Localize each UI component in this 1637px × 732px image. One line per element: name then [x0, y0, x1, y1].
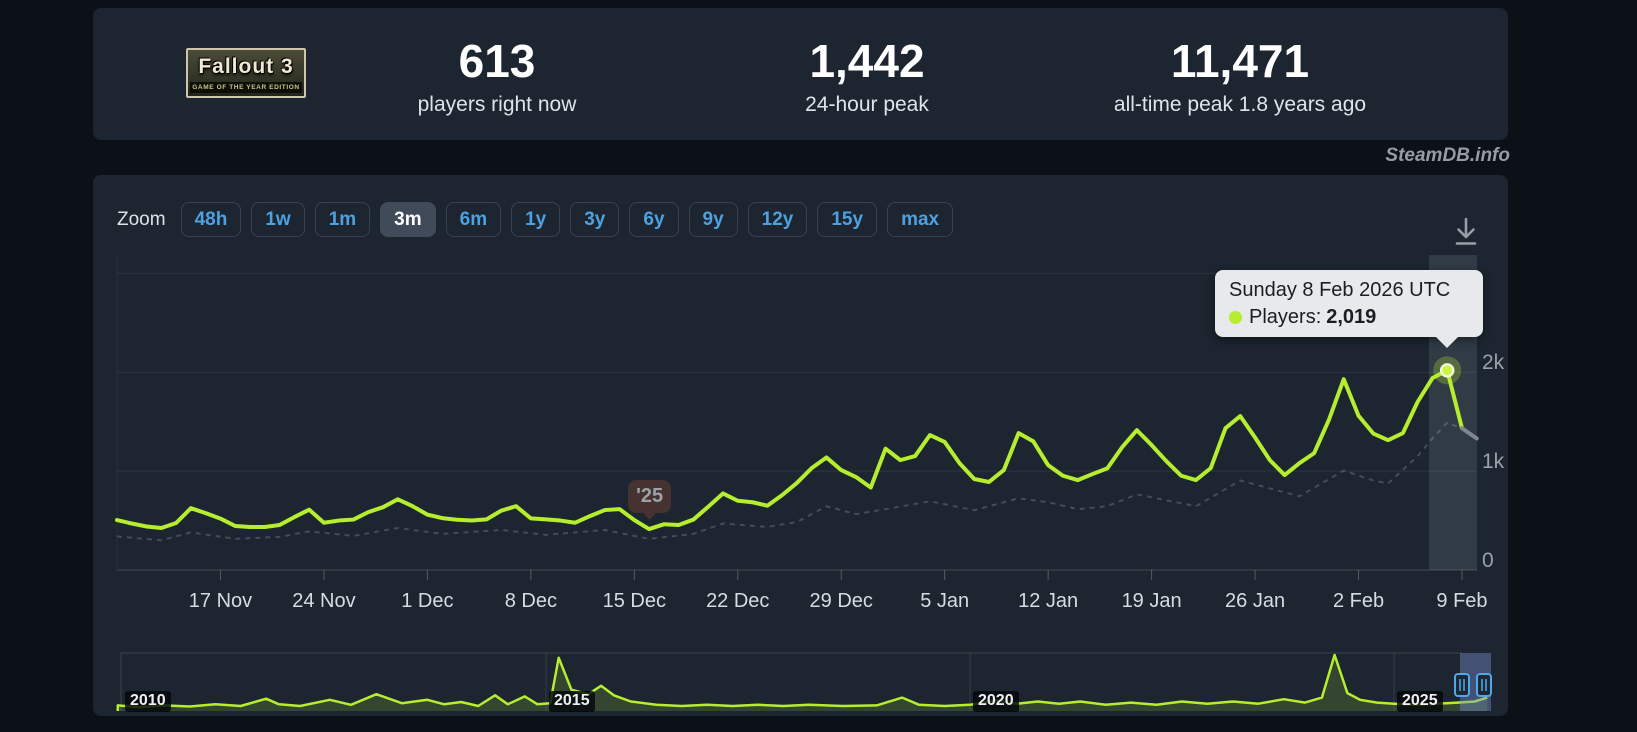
x-axis-label: 19 Jan — [1121, 590, 1182, 612]
zoom-button-1m[interactable]: 1m — [314, 202, 371, 237]
x-axis-label: 9 Feb — [1436, 590, 1488, 612]
tooltip-value: 2,019 — [1326, 306, 1377, 328]
stat-0: 613 players right now — [297, 36, 697, 117]
stat-value: 1,442 — [809, 35, 925, 87]
game-subtitle: GAME OF THE YEAR EDITION — [190, 82, 302, 93]
stat-2: 11,471 all-time peak 1.8 years ago — [1040, 36, 1440, 117]
navigator-year-2020: 2020 — [973, 691, 1019, 712]
stat-label: all-time peak 1.8 years ago — [1113, 92, 1367, 116]
stat-value: 613 — [458, 35, 536, 87]
event-flag-25[interactable]: '25 — [628, 480, 672, 513]
zoom-label: Zoom — [117, 208, 166, 230]
x-axis-label: 2 Feb — [1332, 590, 1385, 612]
zoom-button-1w[interactable]: 1w — [251, 202, 305, 237]
navigator-year-2025: 2025 — [1397, 691, 1443, 712]
navigator-year-2015: 2015 — [549, 691, 595, 712]
tooltip-date: Sunday 8 Feb 2026 UTC — [1229, 279, 1451, 301]
zoom-button-12y[interactable]: 12y — [747, 202, 808, 237]
series-dot-icon — [1229, 311, 1242, 324]
stat-label: players right now — [417, 92, 577, 116]
x-axis-label: 26 Jan — [1225, 590, 1286, 612]
zoom-button-3y[interactable]: 3y — [570, 202, 620, 237]
y-axis-label-1k: 1k — [1482, 450, 1505, 474]
x-axis-label: 17 Nov — [188, 590, 253, 612]
event-flag-label: '25 — [636, 485, 664, 507]
stat-value: 11,471 — [1170, 35, 1310, 87]
zoom-button-48h[interactable]: 48h — [180, 202, 242, 237]
x-axis-label: 5 Jan — [920, 590, 970, 612]
x-axis-label: 24 Nov — [292, 590, 356, 612]
game-logo: Fallout 3 GAME OF THE YEAR EDITION — [186, 48, 306, 98]
x-axis-label: 15 Dec — [602, 590, 666, 612]
x-axis-label: 22 Dec — [706, 590, 770, 612]
zoom-button-6m[interactable]: 6m — [445, 202, 502, 237]
tooltip-series-label: Players: — [1249, 306, 1322, 328]
chart-tooltip: Sunday 8 Feb 2026 UTC Players: 2,019 — [1215, 270, 1483, 348]
zoom-button-15y[interactable]: 15y — [817, 202, 878, 237]
steamdb-watermark: SteamDB.info — [1385, 145, 1510, 166]
x-axis-label: 29 Dec — [809, 590, 873, 612]
game-title: Fallout 3 — [198, 55, 294, 78]
zoom-button-max[interactable]: max — [887, 202, 954, 237]
zoom-button-1y[interactable]: 1y — [511, 202, 561, 237]
game-banner[interactable]: Fallout 3 GAME OF THE YEAR EDITION — [115, 28, 313, 122]
x-axis-label: 1 Dec — [401, 590, 454, 612]
zoom-button-6y[interactable]: 6y — [629, 202, 679, 237]
x-axis-label: 12 Jan — [1018, 590, 1079, 612]
stat-label: 24-hour peak — [805, 92, 929, 116]
x-axis-label: 8 Dec — [504, 590, 557, 612]
y-axis-label-0: 0 — [1482, 549, 1494, 572]
zoom-button-3m[interactable]: 3m — [380, 202, 436, 237]
download-icon[interactable] — [1452, 215, 1480, 251]
navigator-year-2010: 2010 — [125, 691, 171, 712]
stats-card: Fallout 3 GAME OF THE YEAR EDITION 613 pl… — [93, 8, 1508, 140]
y-axis-label-2k: 2k — [1482, 351, 1505, 375]
zoom-toolbar: Zoom 48h 1w 1m 3m 6m 1y 3y 6y 9y 12y 15y max — [117, 202, 954, 237]
stat-1: 1,442 24-hour peak — [667, 36, 1067, 117]
zoom-button-9y[interactable]: 9y — [688, 202, 738, 237]
